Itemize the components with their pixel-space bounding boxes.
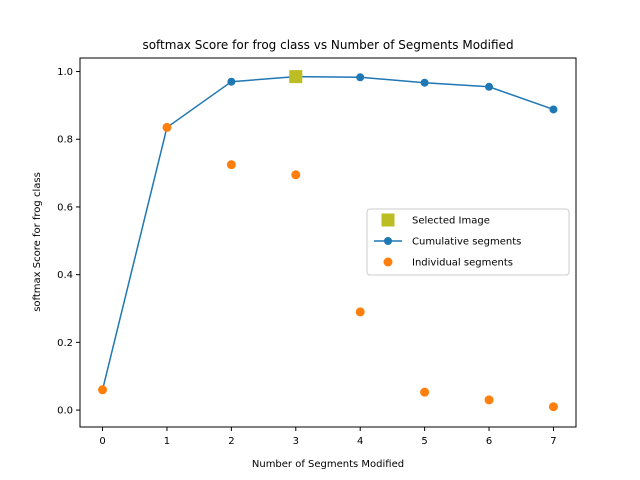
y-tick-label: 0.2 <box>57 338 73 349</box>
x-tick-label: 6 <box>486 436 492 447</box>
axis-ticks: 0 1 2 3 4 5 6 7 0.0 0.2 0.4 0.6 0.8 1.0 <box>57 67 557 447</box>
x-tick-label: 5 <box>421 436 427 447</box>
individual-segments-point <box>162 122 172 132</box>
x-tick-label: 4 <box>357 436 363 447</box>
legend: Selected Image Cumulative segments Individ… <box>366 208 570 276</box>
cumulative-segments-point <box>420 78 429 87</box>
cumulative-segments-point <box>549 105 558 114</box>
legend-cumulative-marker-swatch <box>384 237 392 245</box>
plot-frame <box>79 57 577 428</box>
individual-segments-point <box>548 402 558 412</box>
selected-image-marker <box>289 70 303 84</box>
x-tick-label: 3 <box>293 436 299 447</box>
legend-individual-swatch <box>383 257 393 267</box>
y-axis-title: softmax Score for frog class <box>32 172 43 312</box>
legend-box <box>366 208 570 276</box>
y-tick-label: 1.0 <box>57 67 73 78</box>
cumulative-segments-point <box>356 73 365 82</box>
legend-selected-image-swatch <box>381 213 395 227</box>
cumulative-segments-point <box>227 77 236 86</box>
x-tick-label: 0 <box>99 436 105 447</box>
individual-segments-point <box>98 385 108 395</box>
x-tick-label: 7 <box>550 436 556 447</box>
individual-segments-point <box>226 160 236 170</box>
chart-title: softmax Score for frog class vs Number o… <box>142 38 513 52</box>
x-tick-label: 1 <box>164 436 170 447</box>
y-tick-label: 0.0 <box>57 406 73 417</box>
individual-segments-point <box>420 387 430 397</box>
legend-label: Cumulative segments <box>412 237 521 248</box>
individual-segments-point <box>291 170 301 180</box>
legend-label: Individual segments <box>412 258 513 269</box>
y-tick-label: 0.8 <box>57 135 73 146</box>
x-axis-title: Number of Segments Modified <box>252 459 404 470</box>
individual-segments-point <box>355 307 365 317</box>
legend-label: Selected Image <box>412 216 490 227</box>
y-tick-label: 0.4 <box>57 270 73 281</box>
x-tick-label: 2 <box>228 436 234 447</box>
cumulative-segments-line <box>101 75 554 390</box>
plot-area <box>98 70 558 412</box>
cumulative-segments-point <box>485 82 494 91</box>
y-tick-label: 0.6 <box>57 202 73 213</box>
individual-segments-point <box>484 395 494 405</box>
